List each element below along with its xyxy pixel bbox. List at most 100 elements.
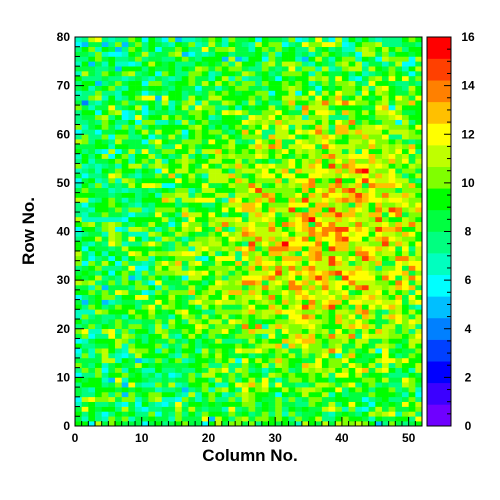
- heatmap-cell: [181, 71, 189, 77]
- heatmap-cell: [81, 299, 89, 305]
- heatmap-cell: [275, 80, 283, 86]
- heatmap-cell: [248, 124, 256, 130]
- heatmap-cell: [175, 51, 183, 57]
- heatmap-cell: [195, 61, 203, 67]
- heatmap-cell: [395, 387, 403, 393]
- heatmap-cell: [281, 382, 289, 388]
- heatmap-cell: [75, 119, 82, 125]
- heatmap-cell: [135, 236, 143, 242]
- heatmap-cell: [348, 343, 356, 349]
- heatmap-cell: [281, 143, 289, 150]
- heatmap-cell: [148, 37, 156, 43]
- heatmap-cell: [121, 71, 129, 77]
- heatmap-cell: [115, 207, 123, 213]
- heatmap-cell: [381, 275, 389, 281]
- heatmap-cell: [208, 294, 216, 300]
- heatmap-cell: [181, 56, 189, 62]
- heatmap-cell: [375, 124, 383, 130]
- heatmap-cell: [388, 61, 396, 67]
- heatmap-cell: [288, 46, 296, 52]
- heatmap-cell: [101, 153, 109, 159]
- heatmap-cell: [288, 246, 296, 252]
- heatmap-cell: [221, 46, 229, 52]
- heatmap-cell: [135, 246, 143, 252]
- heatmap-cell: [108, 46, 116, 52]
- heatmap-cell: [135, 75, 143, 82]
- heatmap-cell: [308, 182, 316, 189]
- heatmap-cell: [268, 289, 276, 296]
- heatmap-cell: [348, 153, 356, 159]
- heatmap-cell: [155, 250, 163, 257]
- heatmap-cell: [255, 61, 263, 67]
- heatmap-cell: [95, 265, 102, 271]
- heatmap-cell: [408, 328, 416, 334]
- heatmap-cell: [161, 46, 169, 52]
- heatmap-cell: [101, 119, 109, 125]
- heatmap-cell: [268, 255, 276, 261]
- heatmap-cell: [288, 100, 296, 106]
- heatmap-cell: [221, 134, 229, 140]
- heatmap-cell: [395, 411, 403, 417]
- heatmap-cell: [161, 323, 169, 330]
- heatmap-cell: [348, 401, 356, 407]
- heatmap-cell: [321, 61, 329, 67]
- heatmap-cell: [161, 421, 169, 427]
- heatmap-cell: [388, 289, 396, 296]
- heatmap-cell: [161, 212, 169, 218]
- heatmap-cell: [381, 90, 389, 96]
- heatmap-cell: [88, 71, 96, 77]
- heatmap-cell: [215, 309, 223, 315]
- heatmap-cell: [361, 85, 369, 91]
- heatmap-cell: [101, 382, 109, 388]
- colorbar-tick-label: 10: [461, 176, 475, 190]
- heatmap-cell: [348, 168, 356, 174]
- heatmap-cell: [321, 56, 329, 62]
- heatmap-cell: [355, 226, 363, 232]
- heatmap-cell: [301, 212, 309, 218]
- heatmap-cell: [395, 226, 403, 232]
- heatmap-cell: [195, 357, 203, 364]
- heatmap-cell: [348, 250, 356, 257]
- heatmap-cell: [155, 129, 163, 135]
- heatmap-cell: [195, 382, 203, 388]
- heatmap-cell: [401, 250, 409, 257]
- heatmap-cell: [128, 163, 136, 169]
- heatmap-cell: [241, 357, 249, 364]
- heatmap-cell: [148, 226, 156, 232]
- heatmap-cell: [141, 338, 149, 344]
- heatmap-cell: [128, 139, 136, 145]
- heatmap-cell: [408, 377, 416, 383]
- heatmap-cell: [208, 153, 216, 159]
- heatmap-cell: [401, 105, 409, 111]
- heatmap-cell: [155, 192, 163, 198]
- heatmap-cell: [388, 182, 396, 189]
- heatmap-cell: [188, 202, 196, 208]
- heatmap-cell: [321, 119, 329, 125]
- heatmap-cell: [135, 202, 143, 208]
- heatmap-cell: [75, 387, 82, 393]
- heatmap-cell: [101, 56, 109, 62]
- heatmap-cell: [195, 212, 203, 218]
- heatmap-cell: [381, 119, 389, 125]
- heatmap-cell: [181, 401, 189, 407]
- heatmap-cell: [141, 41, 149, 48]
- heatmap-cell: [255, 260, 263, 266]
- heatmap-cell: [241, 61, 249, 67]
- heatmap-cell: [88, 182, 96, 189]
- heatmap-cell: [161, 304, 169, 310]
- heatmap-cell: [215, 391, 223, 398]
- heatmap-cell: [168, 406, 176, 412]
- heatmap-cell: [235, 289, 243, 296]
- heatmap-cell: [161, 158, 169, 164]
- heatmap-cell: [135, 250, 143, 257]
- heatmap-cell: [368, 270, 376, 276]
- heatmap-cell: [295, 114, 303, 120]
- heatmap-cell: [381, 129, 389, 135]
- colorbar-swatch: [427, 404, 451, 427]
- heatmap-cell: [108, 139, 116, 145]
- heatmap-cell: [261, 139, 269, 145]
- heatmap-cell: [88, 353, 96, 359]
- heatmap-cell: [101, 236, 109, 242]
- heatmap-cell: [128, 309, 136, 315]
- heatmap-cell: [128, 314, 136, 320]
